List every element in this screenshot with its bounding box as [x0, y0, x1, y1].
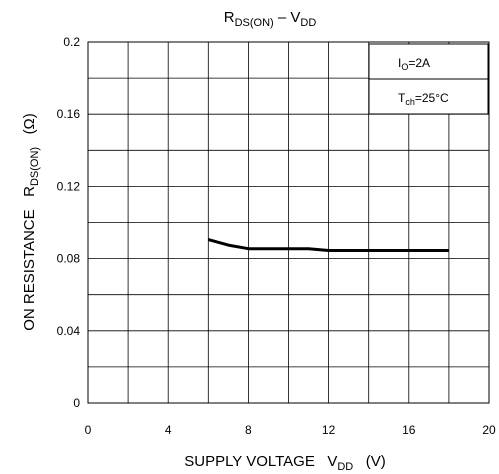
- chart-title: RDS(ON) – VDD: [224, 9, 317, 29]
- series-group: [207, 238, 449, 252]
- legend-line1-sub: O: [401, 62, 408, 72]
- y-axis-label: ON RESISTANCE RDS(ON) (Ω): [21, 113, 41, 331]
- legend: IO=2A Tch=25°C: [368, 43, 489, 115]
- x-tick-label: 0: [85, 423, 92, 437]
- y-axis-label-main: ON RESISTANCE R: [21, 186, 38, 331]
- title-main: R: [224, 9, 235, 26]
- y-tick-label: 0.16: [57, 107, 81, 121]
- legend-line2-sub: ch: [405, 97, 415, 107]
- x-tick-label: 12: [322, 423, 336, 437]
- legend-line2-rest: =25°C: [415, 91, 449, 105]
- y-axis-label-unit: (Ω): [21, 113, 38, 147]
- y-tick-label: 0.12: [57, 179, 81, 193]
- title-sub2: DD: [300, 17, 316, 29]
- x-tick-label: 4: [165, 423, 172, 437]
- y-tick-label: 0.04: [57, 324, 81, 338]
- y-tick-labels: 0 0.04 0.08 0.12 0.16 0.2: [57, 35, 81, 410]
- x-tick-label: 8: [245, 423, 252, 437]
- y-axis-label-sub: DS(ON): [29, 147, 41, 186]
- y-tick-label: 0.2: [63, 35, 80, 49]
- legend-line1-rest: =2A: [408, 56, 430, 70]
- y-tick-label: 0: [73, 396, 80, 410]
- x-axis-label-main: SUPPLY VOLTAGE V: [184, 453, 337, 470]
- x-tick-label: 16: [402, 423, 416, 437]
- x-tick-label: 20: [482, 423, 496, 437]
- title-sub1: DS(ON): [235, 17, 274, 29]
- x-tick-labels: 0 4 8 12 16 20: [85, 423, 496, 437]
- x-axis-label: SUPPLY VOLTAGE VDD (V): [184, 453, 386, 473]
- legend-line1-main: I: [398, 56, 401, 70]
- legend-line1: IO=2A: [398, 56, 430, 72]
- legend-line2-main: T: [398, 91, 406, 105]
- x-axis-label-sub: DD: [337, 461, 353, 473]
- series-line: [207, 238, 449, 252]
- title-mid: – V: [274, 9, 301, 26]
- x-axis-label-unit: (V): [353, 453, 386, 470]
- grid: [88, 42, 489, 403]
- plot-frame: [87, 41, 490, 404]
- y-tick-label: 0.08: [57, 252, 81, 266]
- legend-line2: Tch=25°C: [398, 91, 449, 107]
